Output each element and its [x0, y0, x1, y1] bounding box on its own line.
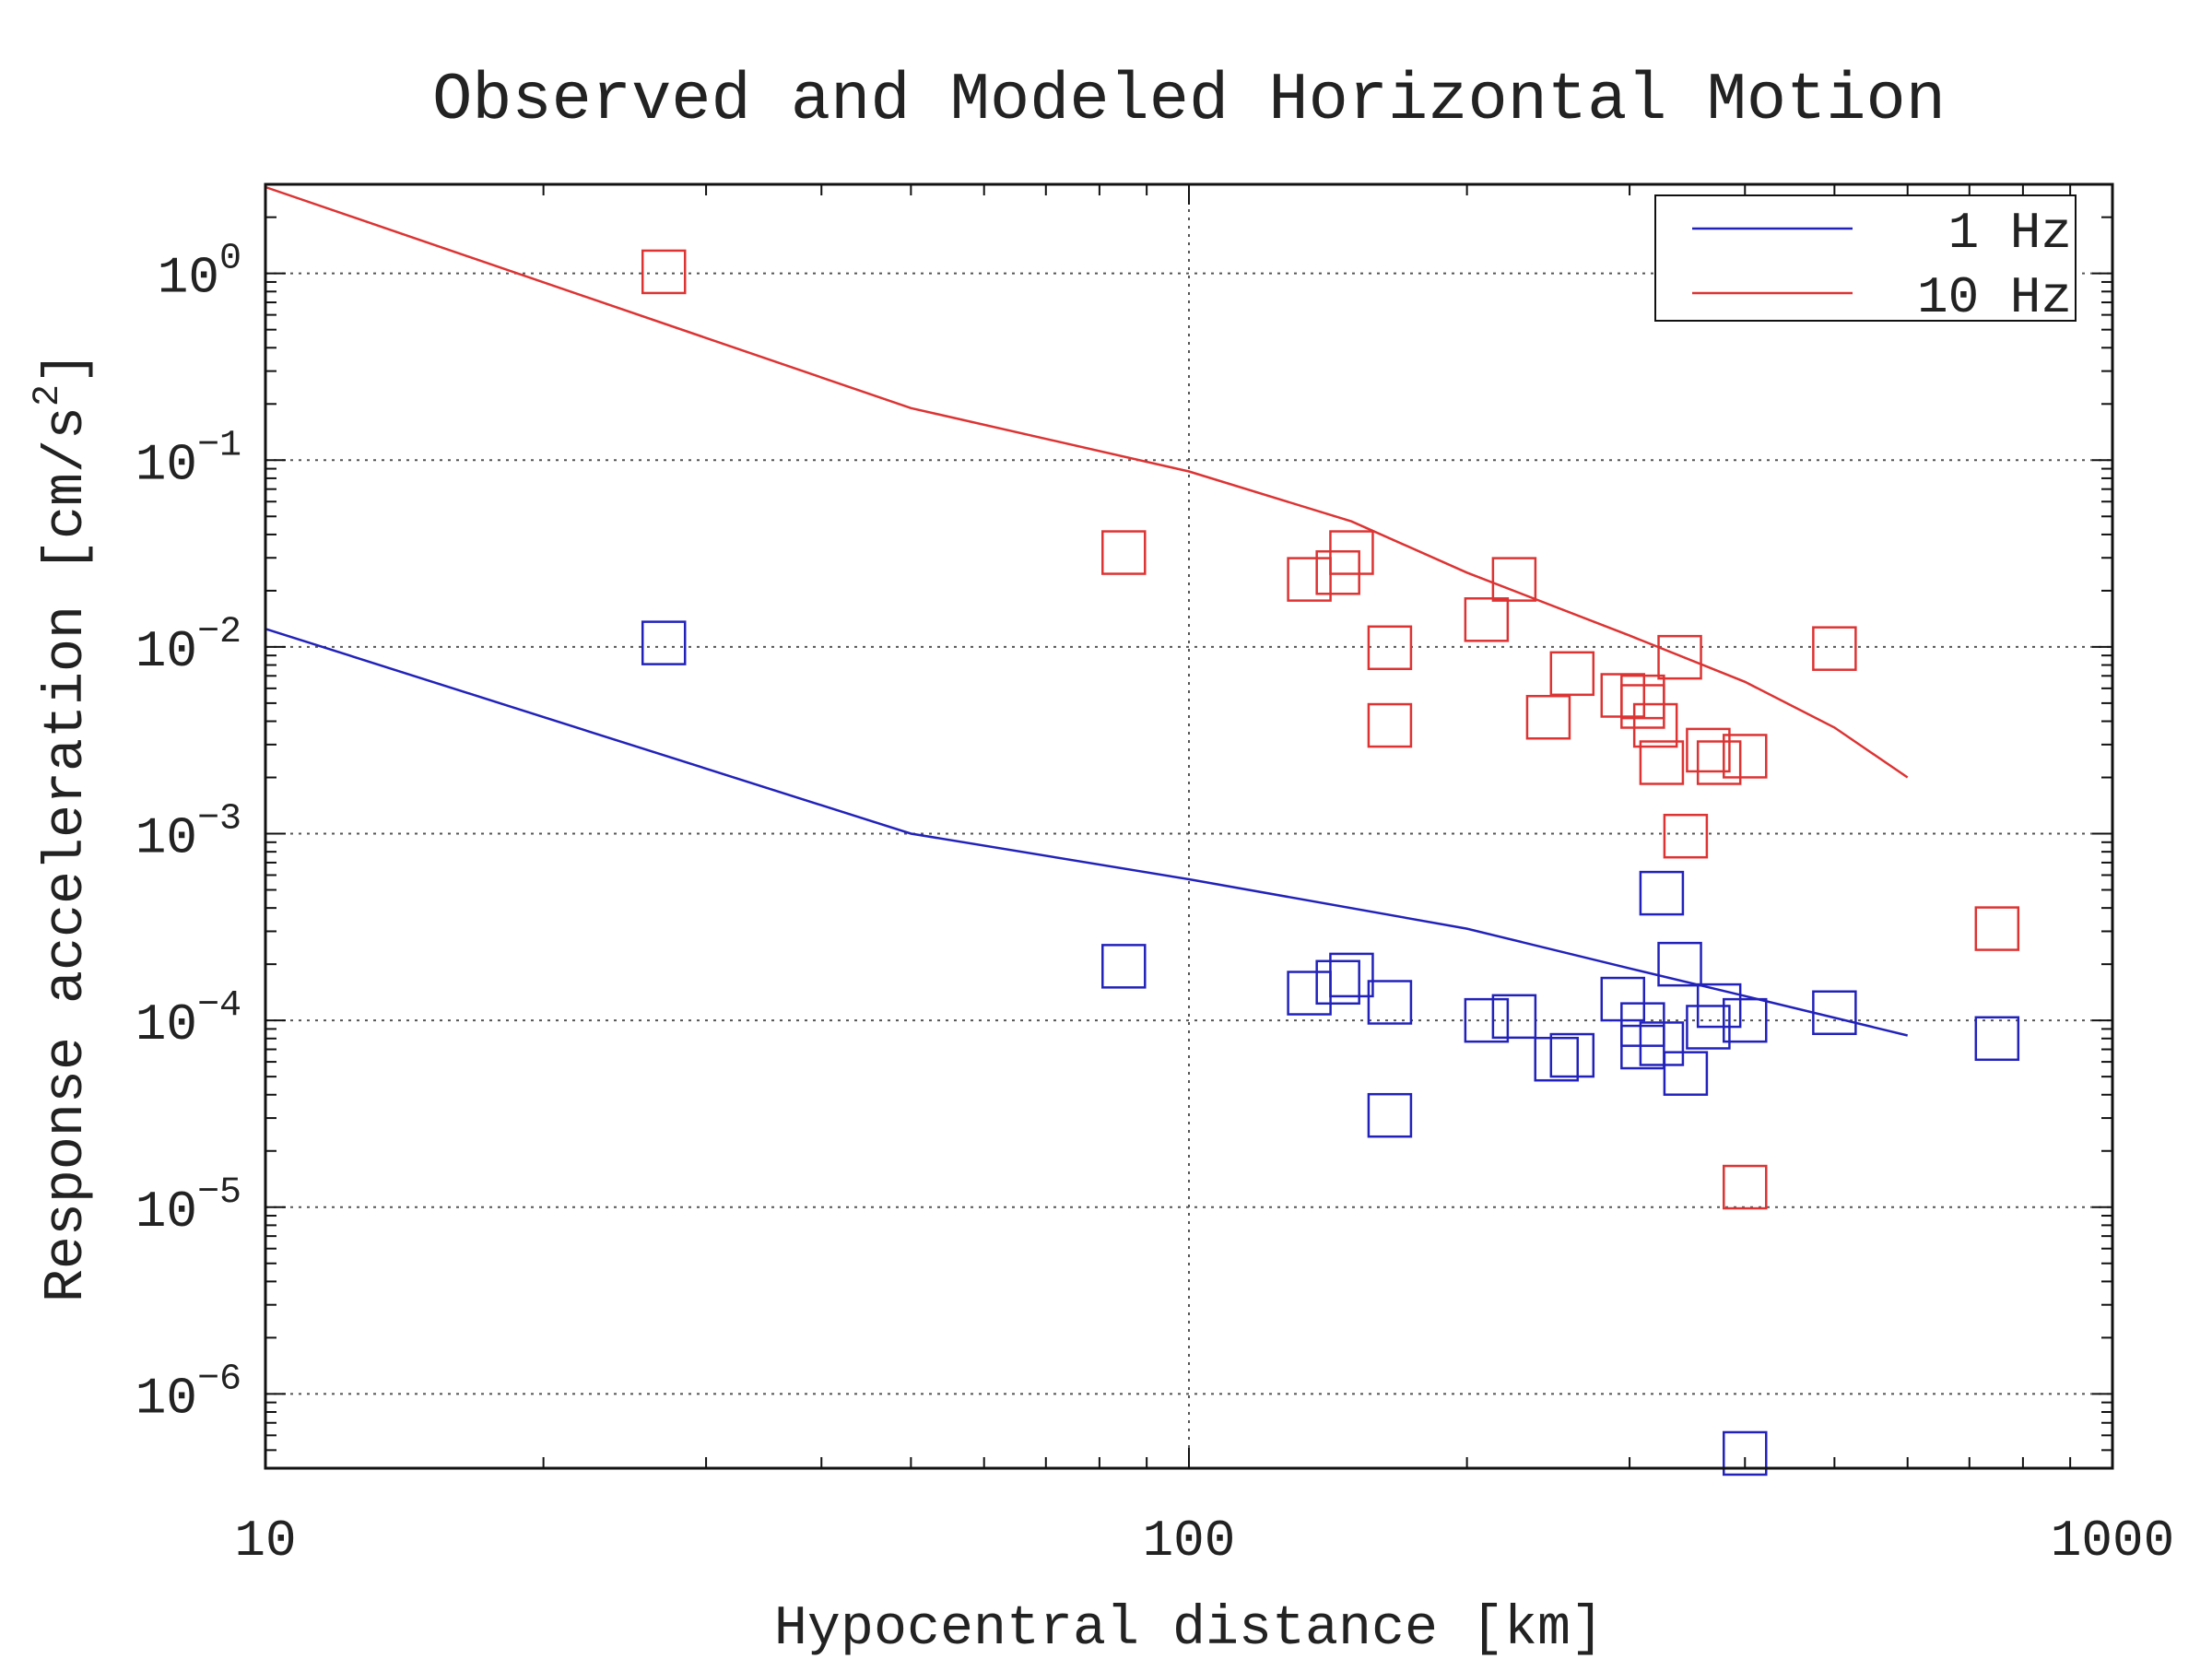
y-tick-base: 10 — [135, 995, 197, 1054]
x-tick-label: 10 — [234, 1512, 296, 1571]
data-point-marker — [641, 249, 687, 295]
data-point-marker — [1620, 684, 1665, 729]
y-axis-label-main: Response acceleration [cm/s — [36, 406, 99, 1302]
data-point-marker — [1723, 997, 1768, 1043]
data-point-marker — [1367, 625, 1413, 671]
data-point-marker — [1974, 1016, 2020, 1062]
data-point-marker — [1639, 870, 1685, 916]
data-point-marker — [1600, 976, 1646, 1022]
x-tick-label: 100 — [1143, 1512, 1236, 1571]
data-point-marker — [1464, 597, 1510, 642]
data-point-marker — [1812, 626, 1857, 671]
gridlines — [265, 184, 2112, 1468]
data-point-marker — [1101, 944, 1147, 989]
data-point-marker — [1491, 994, 1537, 1040]
legend-label: 1 Hz — [1948, 204, 2072, 263]
legend-box — [1654, 194, 2077, 322]
legend-label: 10 Hz — [1917, 268, 2072, 327]
data-point-marker — [1812, 990, 1857, 1036]
data-point-marker — [1696, 982, 1742, 1029]
data-point-marker — [1723, 734, 1768, 779]
data-point-marker — [1657, 634, 1702, 680]
data-point-marker — [1686, 727, 1731, 773]
y-tick-label: 100 — [158, 239, 241, 308]
x-tick-label: 1000 — [2051, 1512, 2174, 1571]
data-point-marker — [1464, 997, 1510, 1043]
data-point-marker — [641, 620, 687, 665]
y-tick-exponent: −6 — [197, 1359, 241, 1400]
data-point-marker — [1315, 550, 1360, 595]
data-point-marker — [1549, 1032, 1595, 1078]
y-tick-label: 10−6 — [135, 1359, 241, 1428]
data-point-marker — [1639, 1021, 1685, 1066]
y-tick-exponent: −4 — [197, 985, 241, 1027]
data-point-marker — [1696, 740, 1742, 785]
y-tick-base: 10 — [135, 435, 197, 494]
data-point-marker — [1974, 906, 2020, 951]
data-point-marker — [1723, 1430, 1768, 1477]
data-point-marker — [1534, 1036, 1579, 1082]
data-point-marker — [1620, 1002, 1665, 1047]
x-axis-label: Hypocentral distance [km] — [774, 1598, 1604, 1659]
y-axis-label-exponent: 2 — [28, 384, 69, 406]
data-point-marker — [1639, 740, 1685, 785]
y-tick-exponent: −3 — [197, 799, 241, 841]
data-point-marker — [1657, 941, 1702, 987]
data-point-marker — [1329, 530, 1374, 575]
scatter-markers — [641, 249, 2020, 1477]
data-point-marker — [1367, 1092, 1413, 1138]
y-tick-exponent: 0 — [219, 239, 241, 280]
data-point-marker — [1367, 702, 1413, 748]
y-tick-base: 10 — [135, 1182, 197, 1241]
data-point-marker — [1367, 980, 1413, 1025]
y-tick-base: 10 — [158, 249, 219, 308]
data-point-marker — [1525, 694, 1571, 740]
y-tick-label: 10−3 — [135, 799, 241, 868]
series-lines — [265, 185, 1909, 1037]
data-point-marker — [1663, 1051, 1709, 1096]
y-tick-exponent: −1 — [197, 425, 241, 466]
y-tick-exponent: −2 — [197, 612, 241, 653]
y-tick-exponent: −5 — [197, 1172, 241, 1214]
y-tick-base: 10 — [135, 1369, 197, 1428]
data-point-marker — [1600, 673, 1646, 718]
data-point-marker — [1723, 1164, 1768, 1210]
y-tick-label: 10−5 — [135, 1172, 241, 1241]
axis-ticks — [265, 183, 2112, 1469]
data-point-marker — [1632, 702, 1678, 748]
chart-title: Observed and Modeled Horizontal Motion — [432, 63, 1946, 138]
y-tick-base: 10 — [135, 622, 197, 681]
data-point-marker — [1491, 557, 1537, 602]
y-tick-label: 10−2 — [135, 612, 241, 681]
series-line — [265, 628, 1908, 1037]
y-tick-base: 10 — [135, 809, 197, 868]
series-line — [265, 185, 1909, 779]
data-point-marker — [1549, 651, 1595, 697]
data-point-marker — [1329, 952, 1374, 998]
y-axis-label-end: ] — [36, 351, 99, 384]
data-point-marker — [1620, 1024, 1665, 1070]
y-axis-label: Response acceleration [cm/s2] — [28, 351, 99, 1302]
y-tick-label: 10−1 — [135, 425, 241, 494]
y-tick-label: 10−4 — [135, 985, 241, 1054]
data-point-marker — [1101, 530, 1147, 575]
data-point-marker — [1287, 557, 1332, 602]
data-point-marker — [1663, 813, 1709, 859]
data-point-marker — [1315, 959, 1360, 1006]
